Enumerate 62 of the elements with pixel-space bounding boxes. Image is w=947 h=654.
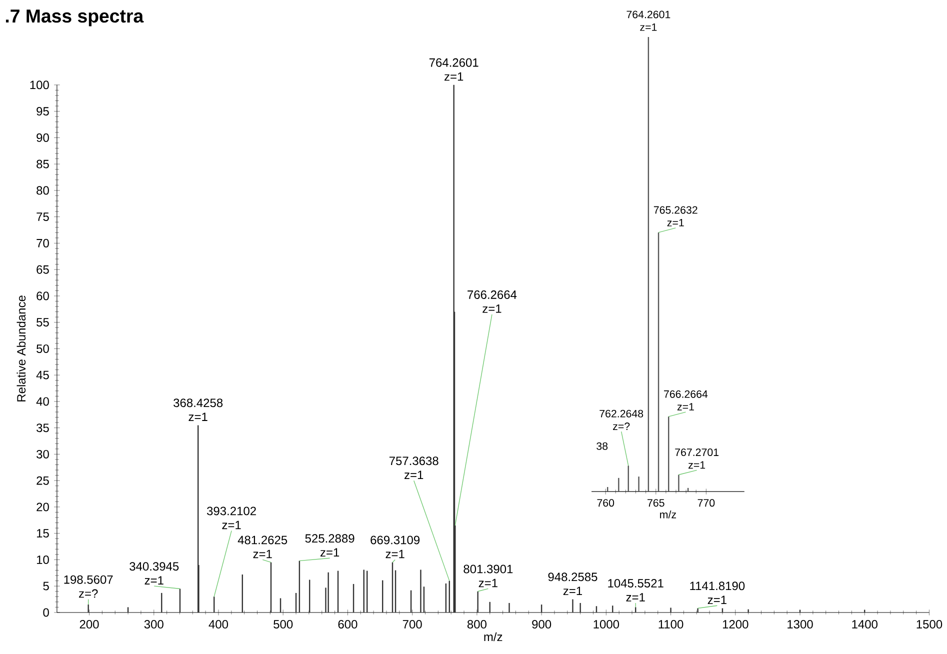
annotation: 38 [596, 442, 608, 450]
annotation: 764.2601 z=1 [429, 58, 478, 80]
x-tick-label: 1400 [852, 620, 878, 628]
y-tick-label: 70 [36, 238, 49, 248]
y-tick-label: 10 [36, 555, 49, 564]
annotation: 368.4258 z=1 [174, 398, 223, 421]
chart-title: .7 Mass spectra [6, 9, 144, 26]
x-tick-label: 700 [402, 620, 422, 628]
y-tick-label: 15 [36, 528, 49, 538]
y-tick-label: 65 [36, 265, 49, 274]
y-tick-label: 55 [36, 318, 49, 326]
y-tick-label: 25 [36, 476, 49, 485]
annotation: 1045.5521 z=1 [608, 578, 664, 602]
x-tick-label: 300 [144, 620, 164, 628]
annotation: 1141.8190 z=1 [690, 581, 745, 604]
x-tick-label: 1100 [658, 620, 684, 628]
y-tick-label: 90 [36, 133, 49, 142]
annotation: 766.2664 z=1 [664, 390, 708, 410]
y-tick-label: 30 [36, 450, 49, 458]
x-tick-label: 1000 [594, 620, 620, 628]
y-tick-label: 50 [36, 344, 49, 353]
x-tick-label: 600 [338, 620, 358, 628]
y-tick-label: 35 [36, 423, 49, 432]
annotation: 393.2102 z=1 [207, 506, 256, 529]
x-tick-label: 800 [467, 620, 486, 628]
y-tick-label: 5 [43, 582, 49, 590]
x-axis-title: m/z [484, 632, 502, 641]
x-tick-label: 400 [208, 620, 228, 628]
y-tick-label: 40 [36, 396, 49, 406]
y-tick-label: 100 [30, 80, 49, 89]
annotation: 767.2701 z=1 [675, 448, 719, 468]
x-tick-label: 1300 [788, 620, 813, 628]
annotation: 948.2585 z=1 [548, 572, 598, 595]
y-tick-label: 0 [43, 608, 49, 617]
annotation: 340.3945 z=1 [130, 562, 179, 584]
y-axis-title: Relative Abundance [16, 295, 26, 402]
x-tick-label: 500 [274, 620, 293, 628]
x-tick-label: 900 [532, 620, 552, 628]
y-tick-label: 45 [36, 370, 49, 380]
y-tick-label: 75 [36, 212, 49, 221]
y-tick-label: 95 [36, 106, 49, 116]
y-tick-label: 60 [36, 291, 49, 300]
x-tick-label: 765 [648, 498, 664, 506]
annotation: 766.2664 z=1 [468, 290, 517, 313]
annotation: 525.2889 z=1 [305, 534, 354, 556]
annotation: 765.2632 z=1 [654, 206, 698, 226]
x-tick-label: 1500 [916, 620, 942, 628]
x-axis-title: m/z [660, 510, 676, 518]
annotation: 762.2648 z=? [600, 410, 644, 430]
annotation: 481.2625 z=1 [238, 536, 288, 558]
annotation: 801.3901 z=1 [464, 564, 513, 587]
x-tick-label: 1200 [722, 620, 748, 628]
y-tick-label: 80 [36, 186, 49, 194]
annotation: 764.2601 z=1 [626, 10, 670, 31]
x-tick-label: 200 [80, 620, 99, 628]
y-tick-label: 20 [36, 502, 49, 511]
annotation: 198.5607 z=? [64, 575, 113, 598]
annotation: 757.3638 z=1 [389, 456, 438, 479]
x-tick-label: 770 [698, 498, 715, 506]
y-tick-label: 85 [36, 160, 49, 168]
annotation: 669.3109 z=1 [370, 536, 420, 558]
x-tick-label: 760 [597, 498, 614, 506]
